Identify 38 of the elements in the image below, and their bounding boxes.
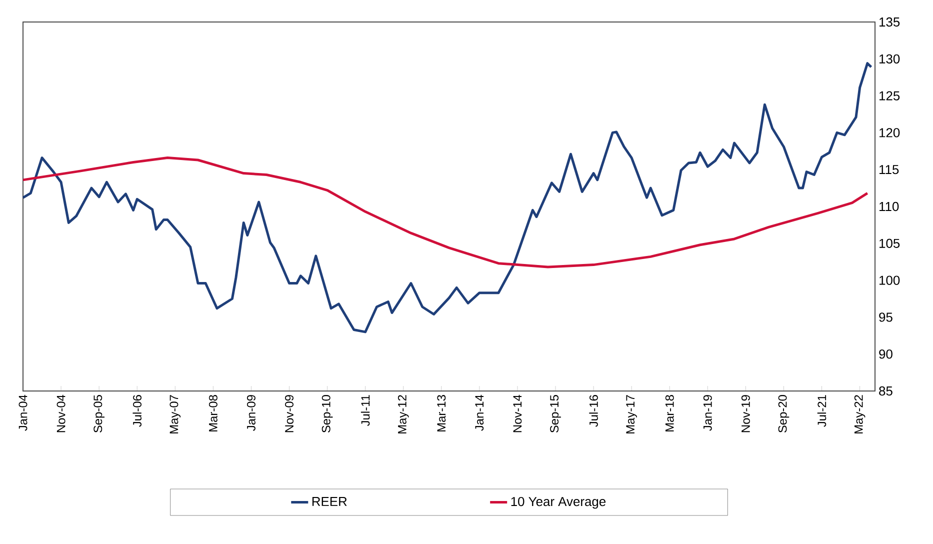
- y-tick-label: 100: [880, 276, 900, 285]
- y-tick-label: 130: [880, 54, 900, 64]
- y-tick-label: 125: [880, 91, 900, 100]
- x-tick-label: Sep-10: [322, 394, 333, 433]
- x-tick-label: Mar-13: [437, 395, 446, 432]
- y-tick-label: 110: [880, 202, 899, 212]
- x-tick-label: Jan-04: [18, 394, 28, 431]
- x-tick-label: May-17: [626, 395, 637, 434]
- x-tick-label: May-22: [854, 395, 866, 434]
- x-tick-label: Sep-05: [94, 395, 104, 433]
- line-series: [22, 62, 872, 334]
- x-tick-label: Nov-09: [285, 395, 294, 432]
- x-tick-label: Jan-19: [703, 395, 712, 431]
- x-tick-label: Nov-04: [56, 394, 66, 432]
- x-tick-label: Nov-19: [741, 395, 750, 432]
- y-tick-label: 115: [880, 165, 899, 174]
- x-tick-label: Jul-11: [360, 395, 370, 426]
- x-tick-label: Jan-14: [475, 394, 484, 431]
- x-tick-label: Nov-14: [513, 394, 522, 432]
- x-tick-label: Mar-08: [208, 395, 218, 432]
- y-tick-label: 85: [879, 386, 892, 396]
- y-tick-label: 95: [879, 312, 892, 322]
- x-tick-label: Sep-20: [778, 394, 790, 433]
- x-tick-label: May-07: [170, 395, 181, 434]
- x-tick-label: May-12: [398, 395, 409, 434]
- y-tick-label: 90: [879, 350, 892, 359]
- x-tick-label: Jul-06: [132, 395, 142, 427]
- x-tick-label: Jul-21: [817, 395, 826, 427]
- x-tick-label: Jan-09: [246, 395, 256, 431]
- x-tick-label: Sep-15: [550, 395, 561, 433]
- legend-label: REER: [312, 497, 347, 506]
- line-series: [22, 156, 869, 268]
- legend-label: 10 Year Average: [511, 496, 606, 509]
- x-tick-label: Jul-16: [589, 395, 598, 427]
- y-tick-label: 120: [880, 128, 900, 138]
- x-tick-label: Mar-18: [665, 395, 674, 432]
- y-tick-label: 135: [880, 17, 900, 27]
- y-tick-label: 105: [880, 238, 900, 248]
